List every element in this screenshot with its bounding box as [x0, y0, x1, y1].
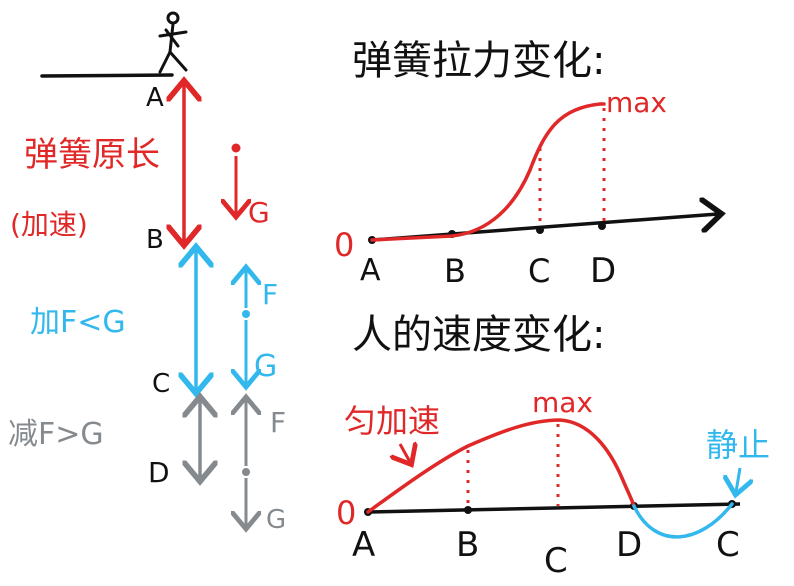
uniform-accel-pointer — [400, 444, 410, 462]
jumper-figure-icon — [158, 11, 188, 74]
bottom-tick-d-label: D — [616, 525, 642, 565]
bottom-max-label: max — [532, 386, 593, 419]
velocity-negative-curve — [632, 502, 734, 539]
rest-pointer — [736, 467, 740, 492]
spring-natural-length-label: 弹簧原长 — [24, 135, 160, 175]
jump-platform — [40, 73, 174, 78]
velocity-title: 人的速度变化: — [352, 312, 605, 358]
top-max-label: max — [606, 86, 667, 119]
red-g-label: G — [248, 196, 270, 229]
top-tick-d-dot — [598, 222, 606, 230]
bottom-tick-b-dot — [464, 506, 472, 514]
bottom-tick-b-label: B — [456, 525, 479, 565]
point-d-label: D — [148, 456, 170, 489]
top-tick-d-label: D — [590, 251, 616, 291]
blue-f-label: F — [262, 278, 278, 311]
bottom-tick-c-label: C — [544, 541, 568, 581]
spring-force-title: 弹簧拉力变化: — [352, 38, 605, 84]
blue-g-label: G — [254, 349, 277, 384]
bottom-origin-label: 0 — [336, 494, 356, 532]
velocity-curve — [366, 418, 636, 514]
rest-label: 静止 — [706, 426, 770, 464]
point-c-label: C — [152, 369, 170, 399]
accelerate-paren-label: (加速) — [10, 208, 88, 241]
point-b-label: B — [146, 225, 164, 255]
point-a-label: A — [146, 83, 164, 113]
gray-f-label: F — [270, 406, 286, 439]
bottom-tick-c2-label: C — [716, 525, 740, 565]
spring-force-curve — [370, 102, 606, 242]
top-origin-label: 0 — [334, 226, 354, 264]
top-tick-c-label: C — [528, 252, 550, 290]
bottom-tick-a-label: A — [352, 525, 375, 565]
gray-g-label: G — [266, 505, 286, 535]
bottom-graph-axis — [367, 502, 741, 514]
top-tick-b-label: B — [444, 252, 466, 290]
top-tick-c-dot — [536, 226, 544, 234]
accelerate-f-less-g-label: 加F<G — [30, 305, 126, 340]
top-tick-a-label: A — [360, 253, 381, 288]
gray-force-dot — [242, 468, 250, 476]
gravity-dot — [231, 143, 241, 153]
uniform-accel-label: 匀加速 — [344, 402, 440, 440]
blue-force-dot — [242, 310, 250, 318]
decelerate-f-greater-g-label: 减F>G — [8, 417, 104, 452]
